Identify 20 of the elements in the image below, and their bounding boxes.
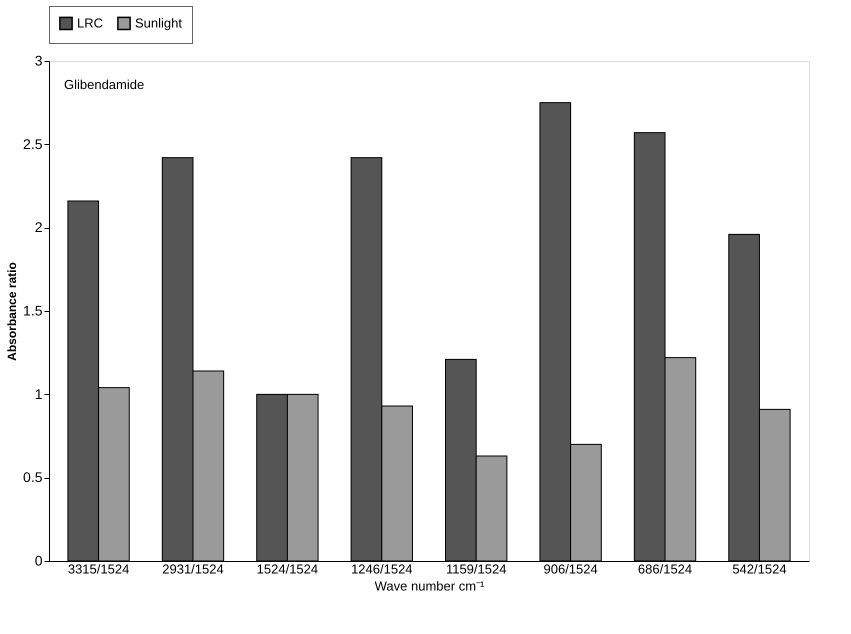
y-tick-label: 2 bbox=[34, 219, 43, 236]
y-tick-label: 1.5 bbox=[23, 302, 43, 318]
y-tick-label: 3 bbox=[34, 52, 43, 68]
x-tick-label: 1159/1524 bbox=[446, 562, 506, 576]
y-tick-label: 0.5 bbox=[23, 469, 43, 486]
x-tick-label: 3315/1524 bbox=[68, 562, 130, 576]
legend-label: LRC bbox=[77, 15, 104, 30]
x-tick-label: 686/1524 bbox=[638, 562, 692, 576]
x-axis-title: Wave number cm⁻¹ bbox=[374, 578, 486, 594]
x-tick-label: 2931/1524 bbox=[162, 562, 224, 576]
y-tick-label: 1 bbox=[34, 386, 43, 402]
legend-label: Sunlight bbox=[135, 15, 182, 30]
x-tick-label: 1246/1524 bbox=[351, 562, 413, 576]
y-tick-label: 2.5 bbox=[23, 136, 43, 152]
x-tick-label: 542/1524 bbox=[732, 562, 787, 576]
x-tick-label: 1524/1524 bbox=[256, 562, 318, 576]
x-tick-label: 906/1524 bbox=[544, 562, 598, 576]
y-axis-title: Absorbance ratio bbox=[5, 262, 20, 361]
y-tick-label: 0 bbox=[34, 552, 43, 568]
annotation: Glibendamide bbox=[64, 77, 144, 92]
